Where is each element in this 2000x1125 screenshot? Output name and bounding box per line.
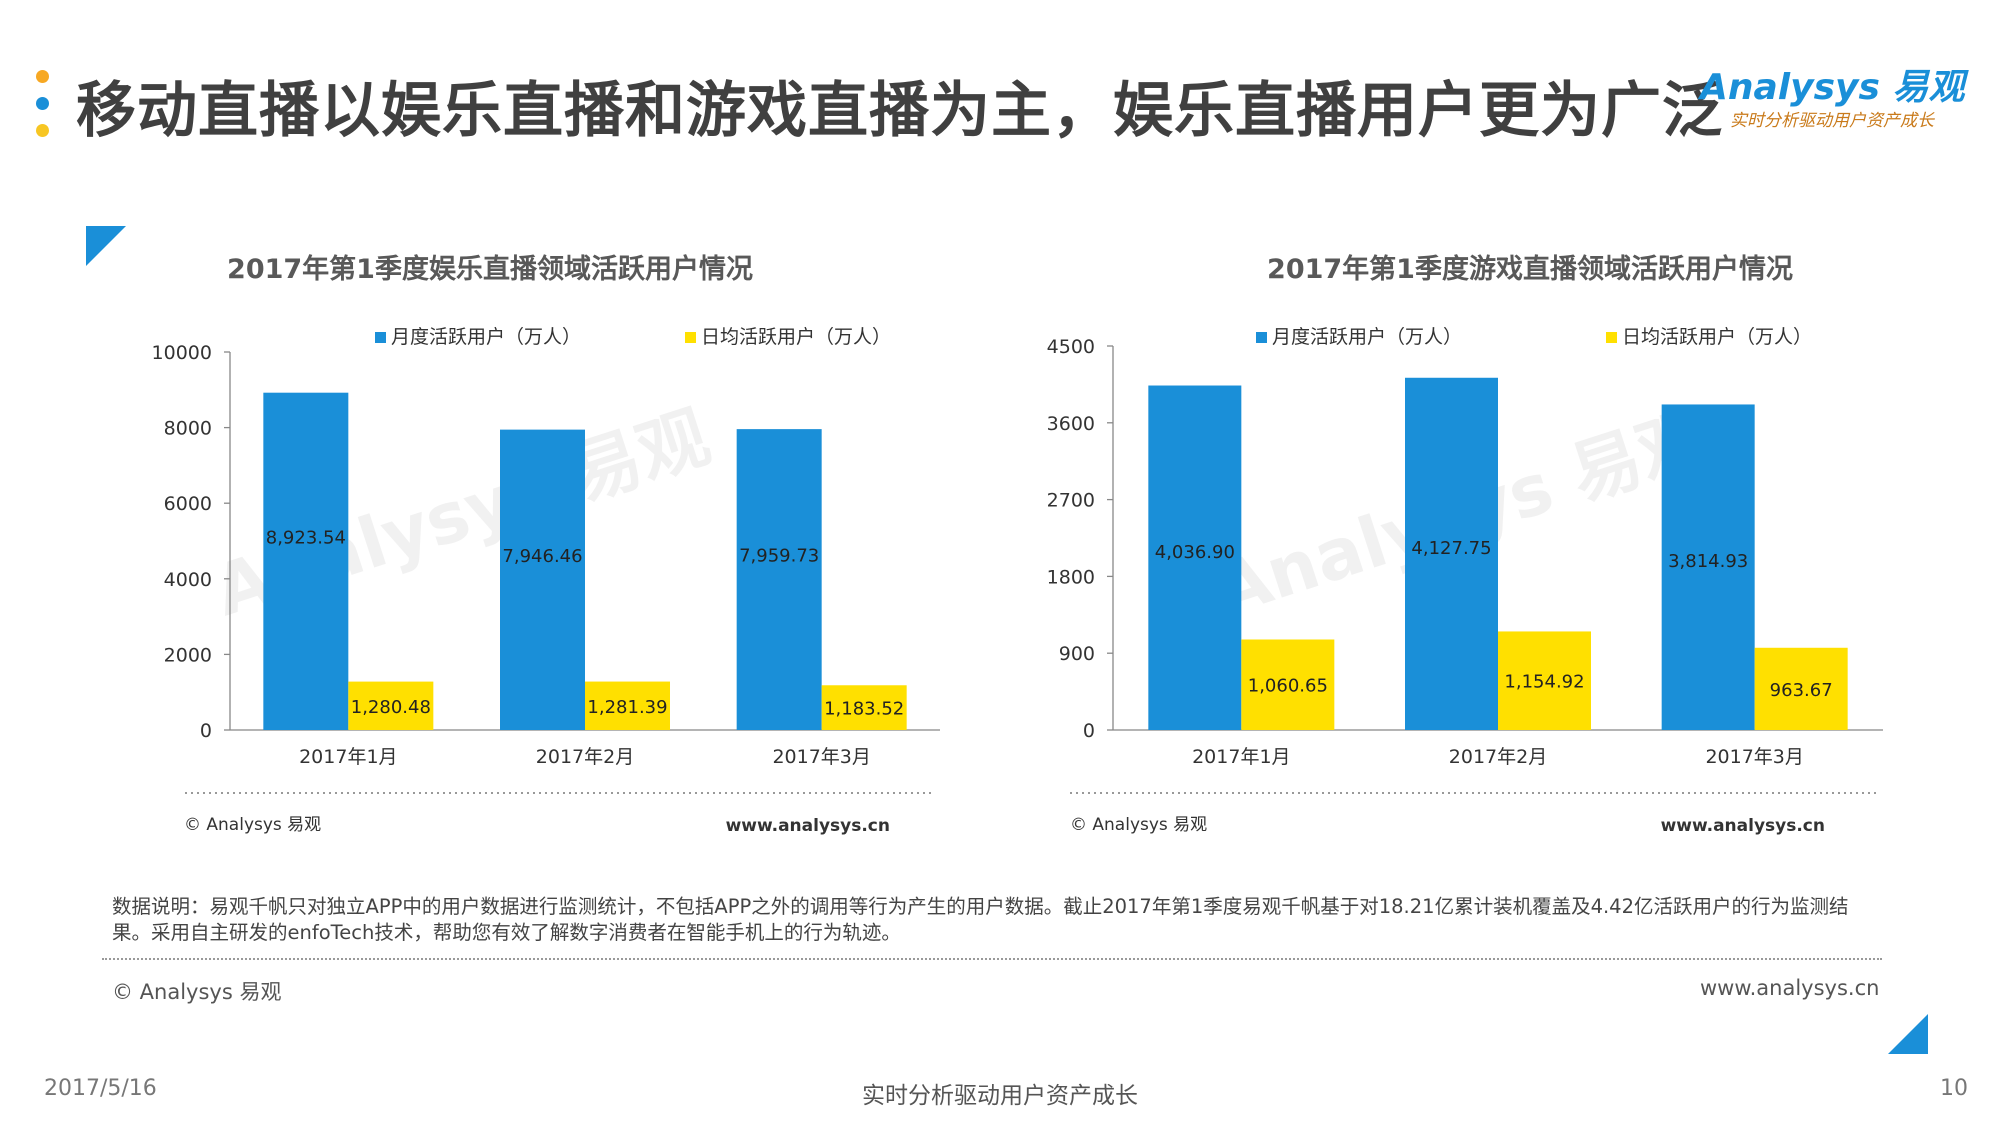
corner-triangle-bottom-right: [1888, 1014, 1928, 1054]
data-label: 1,154.92: [1504, 672, 1584, 693]
legend-swatch: [1606, 332, 1617, 343]
legend-label: 日均活跃用户（万人）: [701, 326, 891, 348]
y-tick-label: 2700: [1047, 490, 1095, 512]
legend-label: 日均活跃用户（万人）: [1622, 326, 1812, 348]
bar: [500, 429, 585, 730]
y-tick-label: 8000: [164, 418, 212, 440]
y-tick-label: 4000: [164, 569, 212, 591]
chart-title: 2017年第1季度游戏直播领域活跃用户情况: [1267, 253, 1793, 285]
bar: [348, 681, 434, 730]
page-number: 10: [1940, 1076, 1968, 1101]
x-tick-label: 2017年3月: [772, 746, 870, 768]
y-tick-label: 4500: [1047, 336, 1095, 358]
bar: [821, 685, 907, 730]
bar: [1405, 377, 1498, 730]
bar: [1498, 631, 1591, 730]
data-note: 数据说明：易观千帆只对独立APP中的用户数据进行监测统计，不包括APP之外的调用…: [112, 895, 1849, 944]
data-label: 1,060.65: [1248, 676, 1328, 697]
legend-swatch: [375, 332, 386, 343]
chart-source-website: www.analysys.cn: [726, 816, 890, 836]
blue-dot: [36, 97, 49, 110]
x-tick-label: 2017年3月: [1705, 746, 1803, 768]
data-label: 3,814.93: [1668, 551, 1748, 572]
bar: [1148, 385, 1242, 730]
page-date: 2017/5/16: [44, 1076, 157, 1101]
chart-source-website: www.analysys.cn: [1661, 816, 1825, 836]
analysys-logo: Analysys 易观 实时分析驱动用户资产成长: [1700, 58, 1964, 131]
y-tick-label: 3600: [1047, 413, 1095, 435]
y-tick-label: 6000: [164, 493, 212, 515]
data-label: 1,280.48: [351, 697, 431, 718]
x-tick-label: 2017年1月: [299, 746, 397, 768]
yellow-dot: [36, 124, 49, 137]
data-label: 1,281.39: [587, 697, 667, 718]
y-tick-label: 2000: [164, 644, 212, 666]
data-label: 1,183.52: [824, 699, 904, 720]
logo-slogan: 实时分析驱动用户资产成长: [1730, 111, 1934, 131]
x-tick-label: 2017年1月: [1192, 746, 1290, 768]
chart-source-copyright: © Analysys 易观: [1070, 815, 1207, 835]
y-tick-label: 1800: [1047, 566, 1095, 588]
footer-divider: [102, 958, 1882, 960]
legend-swatch: [685, 332, 696, 343]
bar: [1754, 647, 1848, 730]
data-label: 7,946.46: [502, 546, 582, 567]
corner-triangle-top-left: [86, 226, 126, 266]
data-label: 8,923.54: [266, 527, 346, 548]
y-tick-label: 0: [1083, 720, 1095, 742]
y-tick-label: 900: [1059, 643, 1095, 665]
bar: [1241, 639, 1335, 730]
bar: [1661, 404, 1755, 730]
orange-dot: [36, 70, 49, 83]
y-tick-label: 0: [200, 720, 212, 742]
legend-label: 月度活跃用户（万人）: [391, 326, 581, 348]
y-tick-label: 10000: [152, 342, 212, 364]
bar: [585, 681, 670, 730]
footer-copyright: © Analysys 易观: [112, 980, 282, 1004]
page-slogan: 实时分析驱动用户资产成长: [862, 1083, 1138, 1109]
x-tick-label: 2017年2月: [536, 746, 634, 768]
chart-title: 2017年第1季度娱乐直播领域活跃用户情况: [227, 253, 753, 285]
x-tick-label: 2017年2月: [1449, 746, 1547, 768]
logo-wordmark: Analysys 易观: [1700, 67, 1965, 108]
bar: [736, 429, 822, 730]
bar: [263, 392, 349, 730]
chart-source-copyright: © Analysys 易观: [184, 815, 321, 835]
legend-label: 月度活跃用户（万人）: [1272, 326, 1462, 348]
page-title: 移动直播以娱乐直播和游戏直播为主，娱乐直播用户更为广泛: [76, 76, 1723, 146]
legend-swatch: [1256, 332, 1267, 343]
title-bullet-dots: [36, 70, 52, 151]
data-label: 4,036.90: [1155, 542, 1235, 563]
footer-website: www.analysys.cn: [1700, 976, 1880, 1000]
data-label: 4,127.75: [1411, 538, 1491, 559]
data-label: 7,959.73: [739, 546, 819, 567]
data-label: 963.67: [1770, 680, 1833, 701]
